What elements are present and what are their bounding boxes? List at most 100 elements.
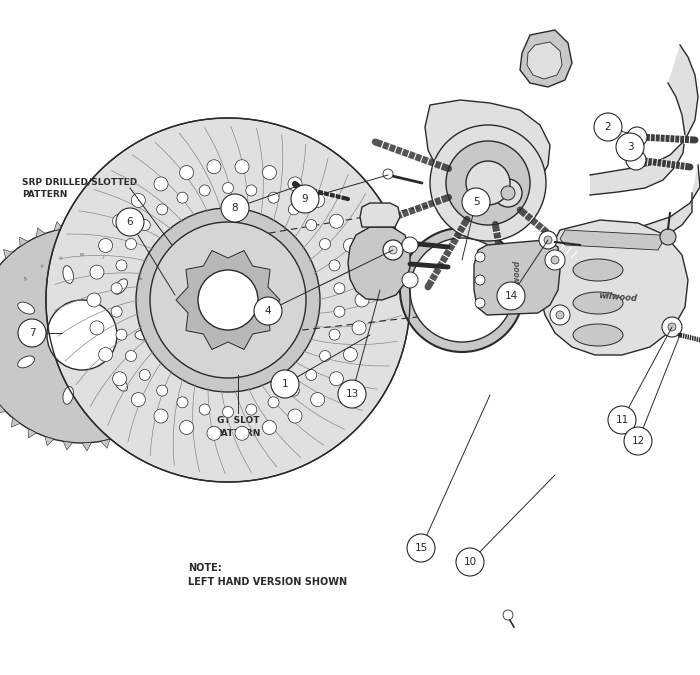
Circle shape bbox=[254, 297, 282, 325]
Text: i: i bbox=[120, 263, 124, 268]
Circle shape bbox=[125, 350, 136, 362]
Text: 12: 12 bbox=[631, 436, 645, 446]
Circle shape bbox=[150, 222, 306, 378]
Circle shape bbox=[262, 165, 276, 180]
Circle shape bbox=[503, 610, 513, 620]
Polygon shape bbox=[183, 363, 192, 372]
Polygon shape bbox=[136, 423, 144, 433]
Text: 8: 8 bbox=[232, 203, 238, 213]
Text: 1: 1 bbox=[281, 379, 288, 389]
Circle shape bbox=[306, 219, 316, 231]
Ellipse shape bbox=[18, 356, 34, 368]
Circle shape bbox=[288, 177, 302, 191]
Circle shape bbox=[268, 192, 279, 203]
Polygon shape bbox=[180, 290, 189, 298]
Circle shape bbox=[235, 160, 249, 173]
Circle shape bbox=[111, 306, 122, 317]
Circle shape bbox=[626, 150, 646, 170]
Circle shape bbox=[334, 306, 345, 317]
Text: NOTE:
LEFT HAND VERSION SHOWN: NOTE: LEFT HAND VERSION SHOWN bbox=[188, 562, 347, 587]
Polygon shape bbox=[144, 243, 153, 252]
Text: SRP DRILLED/SLOTTED
PATTERN: SRP DRILLED/SLOTTED PATTERN bbox=[22, 178, 137, 198]
Polygon shape bbox=[110, 224, 119, 234]
Circle shape bbox=[344, 348, 358, 362]
Circle shape bbox=[199, 185, 210, 196]
Circle shape bbox=[352, 321, 366, 335]
Circle shape bbox=[352, 265, 366, 279]
Circle shape bbox=[113, 372, 127, 386]
Circle shape bbox=[207, 427, 221, 440]
Ellipse shape bbox=[63, 387, 74, 404]
Circle shape bbox=[400, 228, 524, 352]
Circle shape bbox=[545, 250, 565, 270]
Circle shape bbox=[235, 427, 249, 440]
Circle shape bbox=[402, 237, 418, 253]
Circle shape bbox=[330, 372, 344, 386]
Polygon shape bbox=[188, 344, 197, 354]
Circle shape bbox=[246, 404, 257, 415]
Circle shape bbox=[668, 323, 676, 331]
Circle shape bbox=[497, 282, 525, 310]
Circle shape bbox=[594, 113, 622, 141]
Circle shape bbox=[90, 321, 104, 335]
Circle shape bbox=[180, 421, 194, 435]
Circle shape bbox=[608, 406, 636, 434]
Circle shape bbox=[319, 238, 330, 250]
Text: 5: 5 bbox=[473, 197, 480, 207]
Text: 15: 15 bbox=[414, 543, 428, 553]
Text: 6: 6 bbox=[127, 217, 133, 227]
Polygon shape bbox=[425, 100, 550, 200]
Circle shape bbox=[430, 125, 546, 241]
Circle shape bbox=[113, 214, 127, 228]
Circle shape bbox=[223, 406, 234, 418]
Circle shape bbox=[389, 246, 397, 254]
Circle shape bbox=[383, 169, 393, 179]
Circle shape bbox=[288, 409, 302, 423]
Polygon shape bbox=[127, 232, 136, 242]
Circle shape bbox=[90, 265, 104, 279]
Circle shape bbox=[221, 194, 249, 222]
Circle shape bbox=[329, 329, 340, 340]
Circle shape bbox=[344, 238, 358, 252]
Polygon shape bbox=[92, 220, 101, 229]
Circle shape bbox=[99, 238, 113, 252]
Polygon shape bbox=[54, 222, 63, 231]
Circle shape bbox=[319, 350, 330, 362]
Polygon shape bbox=[186, 307, 195, 317]
Circle shape bbox=[132, 393, 146, 406]
Polygon shape bbox=[73, 219, 82, 227]
Circle shape bbox=[207, 160, 221, 173]
Circle shape bbox=[660, 229, 676, 245]
Circle shape bbox=[99, 348, 113, 362]
Circle shape bbox=[157, 204, 168, 215]
Polygon shape bbox=[176, 250, 280, 350]
Circle shape bbox=[355, 293, 369, 307]
Polygon shape bbox=[527, 42, 562, 79]
Circle shape bbox=[139, 219, 150, 231]
Circle shape bbox=[154, 177, 168, 191]
Polygon shape bbox=[560, 230, 662, 250]
Polygon shape bbox=[20, 237, 28, 246]
Text: wilwood: wilwood bbox=[598, 291, 638, 303]
Ellipse shape bbox=[135, 330, 153, 340]
Circle shape bbox=[46, 118, 410, 482]
Circle shape bbox=[475, 252, 485, 262]
Circle shape bbox=[268, 397, 279, 408]
Ellipse shape bbox=[573, 259, 623, 281]
Circle shape bbox=[116, 260, 127, 271]
Polygon shape bbox=[164, 397, 174, 406]
Polygon shape bbox=[0, 404, 6, 413]
Ellipse shape bbox=[573, 324, 623, 346]
Circle shape bbox=[550, 305, 570, 325]
Circle shape bbox=[246, 185, 257, 196]
Polygon shape bbox=[540, 220, 688, 355]
Circle shape bbox=[311, 393, 325, 406]
Circle shape bbox=[539, 231, 557, 249]
Circle shape bbox=[262, 421, 276, 435]
Circle shape bbox=[410, 238, 514, 342]
Polygon shape bbox=[360, 203, 400, 227]
Circle shape bbox=[330, 214, 344, 228]
Circle shape bbox=[501, 186, 515, 200]
Circle shape bbox=[199, 404, 210, 415]
Circle shape bbox=[198, 270, 258, 330]
